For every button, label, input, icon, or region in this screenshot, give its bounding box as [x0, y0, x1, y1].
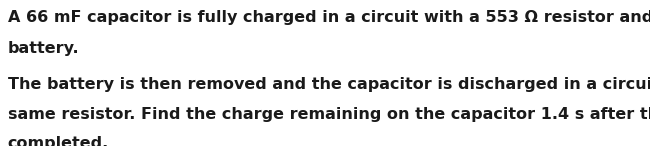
- Text: completed.: completed.: [8, 136, 109, 146]
- Text: same resistor. Find the charge remaining on the capacitor 1.4 s after the circui: same resistor. Find the charge remaining…: [8, 107, 650, 122]
- Text: The battery is then removed and the capacitor is discharged in a circuit with th: The battery is then removed and the capa…: [8, 77, 650, 92]
- Text: A 66 mF capacitor is fully charged in a circuit with a 553 Ω resistor and a 103 : A 66 mF capacitor is fully charged in a …: [8, 10, 650, 25]
- Text: battery.: battery.: [8, 41, 79, 56]
